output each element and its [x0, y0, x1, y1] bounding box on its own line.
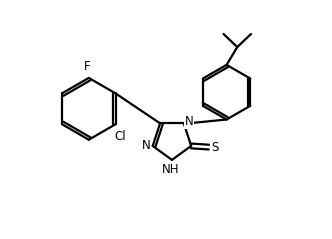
Text: N: N	[185, 115, 194, 128]
Text: NH: NH	[162, 163, 180, 176]
Text: S: S	[211, 141, 218, 154]
Text: F: F	[84, 60, 91, 73]
Text: N: N	[142, 139, 150, 152]
Text: Cl: Cl	[114, 130, 125, 143]
